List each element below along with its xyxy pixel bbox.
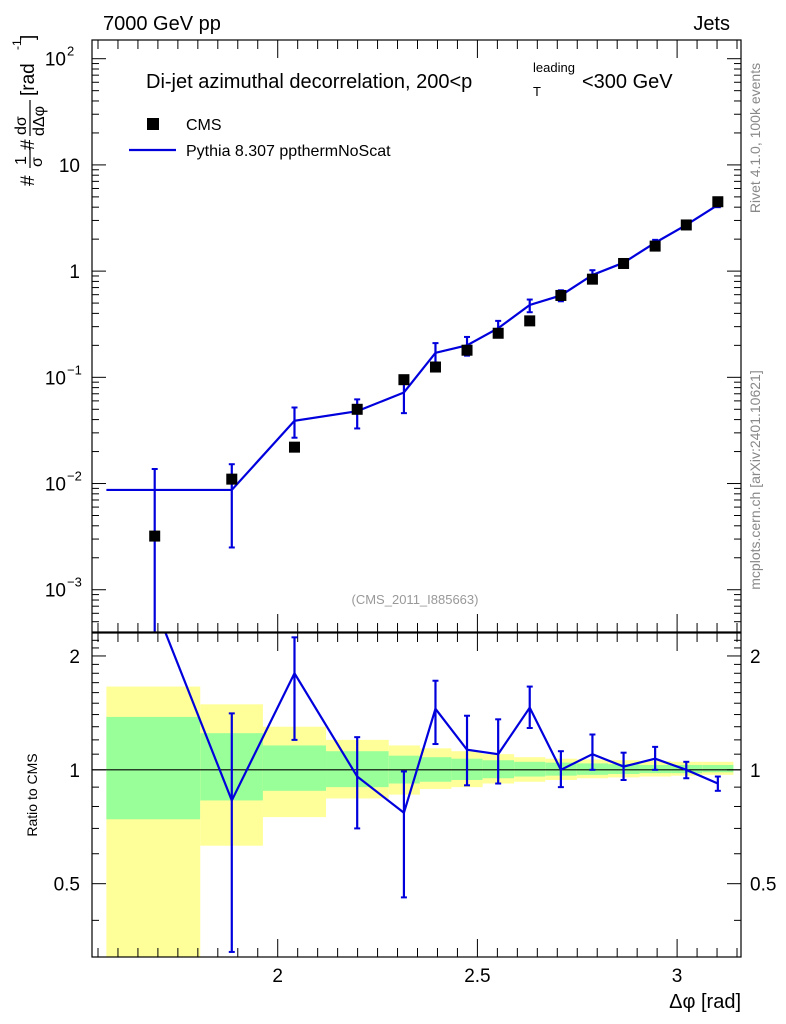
ratio-y-tick-label: 0.5 bbox=[54, 875, 80, 896]
x-tick-label: 3 bbox=[672, 966, 683, 987]
y-tick-label: 10 bbox=[59, 156, 80, 177]
ylabel-dsigma: dσ bbox=[13, 116, 30, 135]
plot-title-end: <300 GeV bbox=[582, 71, 673, 93]
cms-data-point bbox=[524, 315, 536, 327]
ratio-y-tick-label-right: 0.5 bbox=[750, 875, 776, 896]
y-tick-label: 10 bbox=[45, 475, 66, 496]
ratio-y-tick-label-right: 1 bbox=[750, 761, 761, 782]
cms-data-point bbox=[680, 219, 692, 231]
ratio-ylabel: Ratio to CMS bbox=[24, 753, 40, 836]
cms-data-point bbox=[398, 374, 410, 386]
rivet-version-label: Rivet 4.1.0, 100k events bbox=[747, 63, 763, 213]
analysis-id: (CMS_2011_I885663) bbox=[352, 592, 479, 607]
plot-title-sub: T bbox=[533, 84, 541, 99]
cms-data-point bbox=[149, 530, 161, 542]
ylabel-hash1: # bbox=[18, 175, 39, 186]
main-plot-frame bbox=[91, 39, 742, 633]
x-tick-label: 2 bbox=[272, 966, 283, 987]
plot-title-main: Di-jet azimuthal decorrelation, 200<p bbox=[146, 71, 472, 93]
cms-data-point bbox=[618, 257, 630, 269]
legend-pythia-label: Pythia 8.307 ppthermNoScat bbox=[186, 143, 391, 160]
cms-data-point bbox=[649, 240, 661, 252]
x-axis-title: Δφ [rad] bbox=[669, 991, 741, 1013]
ylabel-hash2: # bbox=[18, 139, 39, 150]
y-tick-label: 1 bbox=[69, 262, 80, 283]
cms-data-point bbox=[586, 273, 598, 285]
ratio-plot-frame bbox=[91, 632, 742, 958]
plot-title-sup: leading bbox=[533, 60, 575, 75]
ratio-band-inner bbox=[702, 764, 734, 773]
pythia-curve bbox=[106, 203, 719, 492]
cms-data-point bbox=[712, 196, 724, 208]
ratio-band-inner bbox=[514, 761, 546, 777]
cms-data-point bbox=[288, 441, 300, 453]
ratio-y-tick-label: 1 bbox=[69, 761, 80, 782]
legend-cms-label: CMS bbox=[186, 117, 222, 134]
ylabel-unit-end: ] bbox=[18, 35, 39, 40]
ylabel-sigma: σ bbox=[29, 157, 46, 167]
y-tick-label: 10 bbox=[45, 50, 66, 71]
x-tick-label: 2.5 bbox=[464, 966, 490, 987]
cms-data-point bbox=[429, 361, 441, 373]
cms-data-point bbox=[351, 403, 363, 415]
cms-data-point bbox=[461, 344, 473, 356]
ratio-band-inner bbox=[106, 716, 201, 820]
legend-cms-marker bbox=[147, 118, 159, 130]
y-tick-label: 10 bbox=[45, 581, 66, 602]
cms-data-point bbox=[226, 473, 238, 485]
ylabel-unit: [rad bbox=[18, 63, 39, 96]
y-tick-label: 10 bbox=[45, 368, 66, 389]
ylabel-one: 1 bbox=[13, 156, 30, 165]
mcplots-label: mcplots.cern.ch [arXiv:2401.10621] bbox=[747, 370, 763, 589]
category-label: Jets bbox=[693, 13, 730, 35]
ylabel-ddphi: dΔφ bbox=[31, 106, 48, 136]
y-tick-exponent: −3 bbox=[67, 575, 82, 590]
cms-data-point bbox=[492, 327, 504, 339]
main-ylabel: # 1 σ # dσ dΔφ [rad -1 ] bbox=[10, 35, 48, 186]
cms-data-point bbox=[555, 289, 567, 301]
ylabel-unit-sup: -1 bbox=[10, 39, 24, 50]
plot-title: Di-jet azimuthal decorrelation, 200<p le… bbox=[146, 60, 673, 99]
energy-label: 7000 GeV pp bbox=[103, 13, 221, 35]
legend: CMS Pythia 8.307 ppthermNoScat bbox=[129, 117, 391, 160]
y-tick-exponent: 2 bbox=[67, 44, 74, 59]
y-tick-exponent: −2 bbox=[67, 469, 82, 484]
ratio-band-inner bbox=[262, 745, 327, 791]
ratio-y-tick-label: 2 bbox=[69, 647, 80, 668]
ratio-y-tick-label-right: 2 bbox=[750, 647, 761, 668]
y-tick-exponent: −1 bbox=[67, 362, 82, 377]
